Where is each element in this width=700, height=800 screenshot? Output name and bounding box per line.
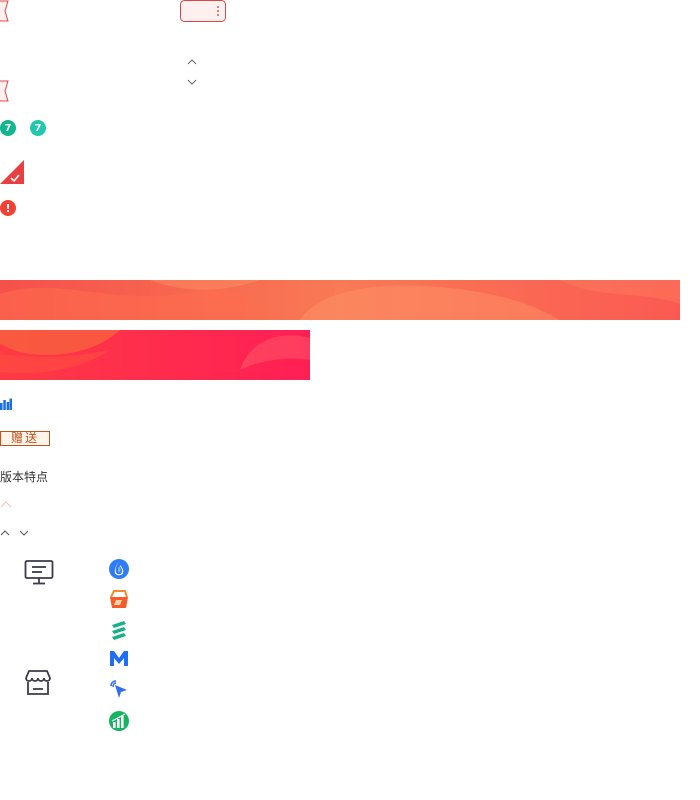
computer-icon[interactable] xyxy=(24,558,54,588)
store-icon[interactable] xyxy=(23,668,53,698)
ticket-notch-icon xyxy=(0,80,9,102)
chevron-up-icon[interactable] xyxy=(0,528,10,538)
error-mark: ! xyxy=(5,201,11,215)
number-badge: 7 xyxy=(30,120,46,136)
chevron-up-icon[interactable] xyxy=(186,56,198,68)
badge-number: 7 xyxy=(4,122,12,134)
corner-check-icon xyxy=(0,160,24,184)
growth-app-icon[interactable] xyxy=(108,710,130,732)
version-features-label: 版本特点 xyxy=(0,470,49,484)
s-logo-app-icon[interactable] xyxy=(108,619,130,641)
chevron-down-icon[interactable] xyxy=(186,76,198,88)
number-badge: 7 xyxy=(0,120,16,136)
chevron-up-icon[interactable] xyxy=(0,498,12,510)
ticket-more-button[interactable] xyxy=(180,0,226,22)
cursor-app-icon[interactable] xyxy=(108,678,130,700)
m-logo-app-icon[interactable] xyxy=(108,647,130,669)
gift-button[interactable]: 赠送 xyxy=(0,431,50,446)
ticket-notch-icon xyxy=(0,0,9,22)
error-badge: ! xyxy=(0,200,16,216)
flame-app-icon[interactable] xyxy=(108,558,130,580)
badge-number: 7 xyxy=(34,122,42,134)
promo-banner-narrow[interactable] xyxy=(0,330,310,380)
shop-app-icon[interactable] xyxy=(108,588,130,610)
promo-banner-wide[interactable] xyxy=(0,280,680,320)
bar-chart-icon xyxy=(0,398,12,410)
chevron-down-icon[interactable] xyxy=(19,528,29,538)
